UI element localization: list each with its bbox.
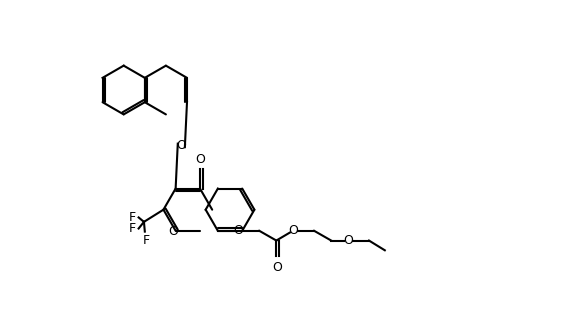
Text: O: O — [176, 139, 186, 152]
Text: O: O — [343, 234, 353, 247]
Text: O: O — [169, 225, 178, 238]
Text: O: O — [273, 261, 283, 274]
Text: O: O — [288, 224, 298, 237]
Text: F: F — [143, 234, 149, 247]
Text: F: F — [129, 222, 136, 235]
Text: O: O — [234, 224, 243, 237]
Text: O: O — [195, 152, 205, 166]
Text: F: F — [129, 211, 136, 224]
